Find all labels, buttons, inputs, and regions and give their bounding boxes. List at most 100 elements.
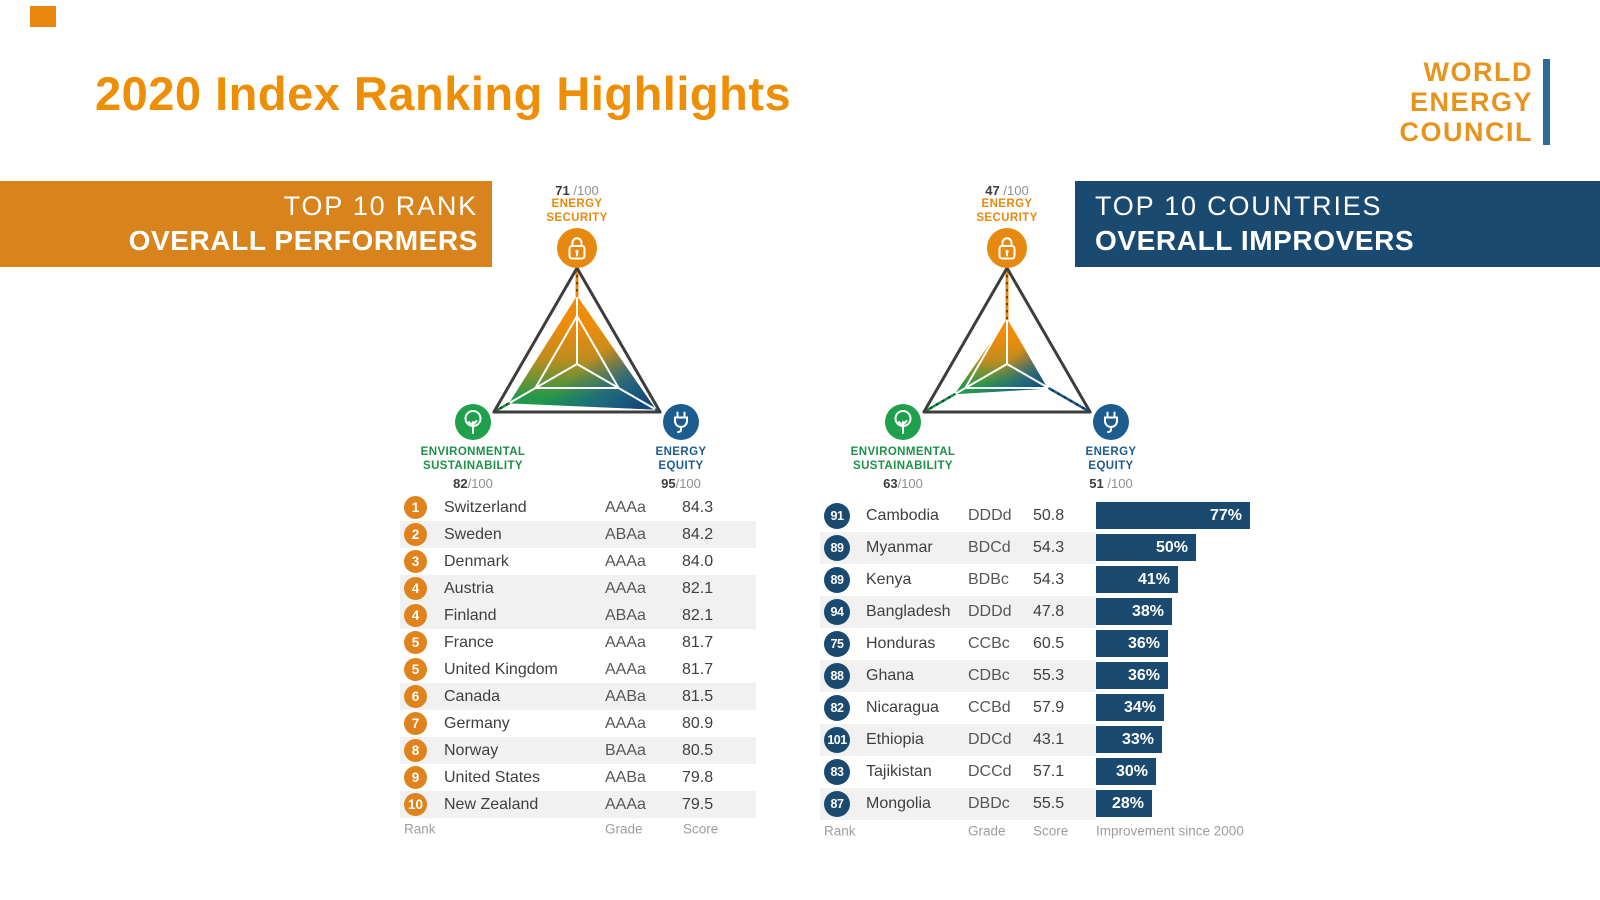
country-name: Sweden (444, 525, 502, 543)
radar-triangle (492, 266, 662, 414)
footer-score: Score (683, 821, 719, 837)
banner-subtitle: TOP 10 RANK (283, 191, 478, 221)
rank-badge: 2 (404, 523, 427, 546)
tree-icon (455, 404, 491, 440)
page-title: 2020 Index Ranking Highlights (95, 67, 792, 120)
score-value: 57.9 (1033, 699, 1065, 716)
footer-grade: Grade (968, 823, 1006, 839)
country-name: Denmark (444, 552, 509, 570)
table-row: 89 Kenya BDBc 54.3 41% (820, 564, 1276, 596)
security-axis-label: 71 /100 ENERGY SECURITY (437, 183, 717, 268)
corner-accent-mark (30, 6, 56, 27)
logo: WORLD ENERGY COUNCIL (1393, 57, 1533, 147)
country-name: Tajikistan (866, 763, 932, 780)
security-axis-label: 47 /100 ENERGY SECURITY (867, 183, 1147, 268)
security-title: ENERGY SECURITY (976, 198, 1038, 224)
grade-value: DBDc (968, 795, 1010, 812)
score-value: 82.1 (682, 579, 714, 597)
equity-axis-label: ENERGY EQUITY 51 /100 (1026, 401, 1196, 491)
grade-value: ABAa (605, 525, 646, 543)
table-row: 5 France AAAa 81.7 (400, 629, 756, 656)
footer-improvement: Improvement since 2000 (1096, 823, 1244, 839)
country-name: Myanmar (866, 539, 933, 556)
rank-badge: 7 (404, 712, 427, 735)
rank-badge: 4 (404, 604, 427, 627)
rank-badge: 75 (824, 631, 850, 657)
grade-value: AABa (605, 687, 646, 705)
banner-subtitle: TOP 10 COUNTRIES (1095, 191, 1383, 221)
footer-score: Score (1033, 823, 1069, 839)
table-row: 8 Norway BAAa 80.5 (400, 737, 756, 764)
rank-badge: 87 (824, 791, 850, 817)
lock-icon (557, 228, 597, 268)
score-value: 84.2 (682, 525, 714, 543)
improvement-bar: 38% (1096, 598, 1172, 625)
rank-badge: 9 (404, 766, 427, 789)
footer-grade: Grade (605, 821, 643, 837)
table-row: 5 United Kingdom AAAa 81.7 (400, 656, 756, 683)
score-value: 80.5 (682, 741, 714, 759)
country-name: Ghana (866, 667, 915, 684)
improvers-table: 91 Cambodia DDDd 50.8 77% 89 Myanmar BDCd 54.3 50… (820, 500, 1276, 842)
country-name: United Kingdom (444, 660, 558, 678)
score-value: 84.0 (682, 552, 714, 570)
grade-value: CCBc (968, 635, 1010, 652)
improvement-bar: 30% (1096, 758, 1156, 785)
rank-badge: 5 (404, 658, 427, 681)
grade-value: DCCd (968, 763, 1012, 780)
grade-value: AAAa (605, 552, 646, 570)
grade-value: ABAa (605, 606, 646, 624)
equity-axis-label: ENERGY EQUITY 95/100 (596, 401, 766, 491)
table-row: 7 Germany AAAa 80.9 (400, 710, 756, 737)
grade-value: AAAa (605, 795, 646, 813)
grade-value: CDBc (968, 667, 1010, 684)
banner-title: OVERALL IMPROVERS (1095, 225, 1415, 256)
score-value: 84.3 (682, 498, 714, 516)
grade-value: AABa (605, 768, 646, 786)
radar-outer-triangle (922, 266, 1092, 414)
sustainability-title: ENVIRONMENTAL SUSTAINABILITY (420, 446, 526, 472)
score-value: 47.8 (1033, 603, 1065, 620)
radar-grid-triangle (533, 314, 621, 389)
score-value: 82.1 (682, 606, 714, 624)
banner-overall-performers: TOP 10 RANK OVERALL PERFORMERS (0, 181, 492, 267)
table-row: 87 Mongolia DBDc 55.5 28% (820, 788, 1276, 820)
improvement-bar: 50% (1096, 534, 1196, 561)
rank-badge: 1 (404, 496, 427, 519)
score-value: 80.9 (682, 714, 714, 732)
lock-icon (987, 228, 1027, 268)
sustainability-axis-label: ENVIRONMENTAL SUSTAINABILITY 63/100 (818, 401, 988, 491)
rank-badge: 82 (824, 695, 850, 721)
country-name: Kenya (866, 571, 912, 588)
country-name: Nicaragua (866, 699, 939, 716)
country-name: Bangladesh (866, 603, 951, 620)
radar-grid-triangle (963, 314, 1051, 389)
sustainability-score: 82/100 (453, 476, 493, 491)
table-column-footers: Rank Grade Score (400, 818, 756, 840)
score-value: 79.5 (682, 795, 714, 813)
grade-value: AAAa (605, 633, 646, 651)
rank-badge: 89 (824, 567, 850, 593)
table-row: 83 Tajikistan DCCd 57.1 30% (820, 756, 1276, 788)
grade-value: DDDd (968, 603, 1012, 620)
table-column-footers: Rank Grade Score Improvement since 2000 (820, 820, 1276, 842)
radar-chart-performers: 71 /100 ENERGY SECURITY (421, 183, 717, 498)
equity-score: 95/100 (661, 476, 701, 491)
footer-rank: Rank (824, 823, 856, 839)
country-name: Switzerland (444, 498, 527, 516)
rank-badge: 6 (404, 685, 427, 708)
rank-badge: 94 (824, 599, 850, 625)
rank-badge: 89 (824, 535, 850, 561)
score-value: 79.8 (682, 768, 714, 786)
logo-line: WORLD (1423, 57, 1533, 87)
improvement-bar: 36% (1096, 662, 1168, 689)
performers-table: 1 Switzerland AAAa 84.3 2 Sweden ABAa 84.2 3 Denm… (400, 494, 756, 840)
table-row: 82 Nicaragua CCBd 57.9 34% (820, 692, 1276, 724)
score-value: 55.5 (1033, 795, 1065, 812)
grade-value: BDBc (968, 571, 1009, 588)
improvement-bar: 36% (1096, 630, 1168, 657)
country-name: Finland (444, 606, 497, 624)
sustainability-score: 63/100 (883, 476, 923, 491)
improvement-bar: 77% (1096, 502, 1250, 529)
